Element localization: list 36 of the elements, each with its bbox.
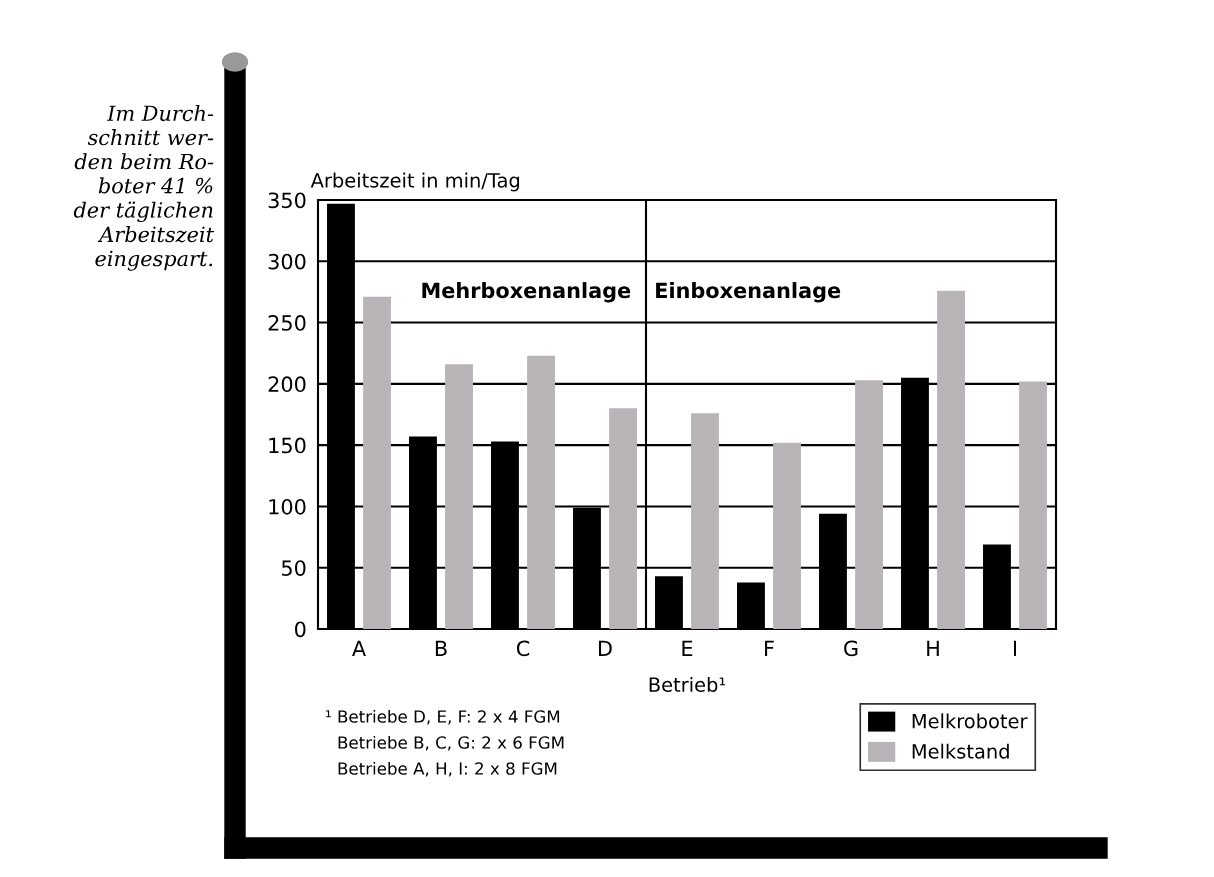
bar xyxy=(937,290,965,629)
y-tick-label: 200 xyxy=(268,376,306,393)
y-tick-label: 350 xyxy=(268,192,306,209)
x-tick-label: I xyxy=(1013,640,1017,656)
bar xyxy=(773,442,801,629)
bar xyxy=(363,296,391,629)
x-tick-label: G xyxy=(844,640,858,657)
x-tick-label: E xyxy=(682,640,693,656)
y-tick-label: 250 xyxy=(268,315,306,331)
bar xyxy=(609,408,637,629)
x-tick-label: B xyxy=(435,640,447,656)
bar xyxy=(1019,381,1047,629)
x-tick-label: D xyxy=(599,640,612,656)
annotation: Einboxenanlage xyxy=(656,282,841,303)
x-axis-title: Betrieb¹ xyxy=(649,676,726,692)
y-tick-label: 100 xyxy=(269,498,306,515)
bar xyxy=(445,364,473,629)
x-tick-label: C xyxy=(516,640,530,657)
x-tick-label: A xyxy=(352,640,366,656)
text: Betriebe B, C, G: 2 x 6 FGM xyxy=(338,735,564,751)
y-tick-label: 300 xyxy=(268,253,306,270)
y-tick-label: 0 xyxy=(295,621,306,638)
legend-label: Melkstand xyxy=(912,743,1009,759)
y-tick-label: 150 xyxy=(269,437,306,454)
x-tick-label: H xyxy=(927,640,939,656)
text: Betriebe A, H, I: 2 x 8 FGM xyxy=(338,761,557,777)
bar xyxy=(527,355,555,629)
y-tick-label: 50 xyxy=(281,560,306,576)
text: ¹ Betriebe D, E, F: 2 x 4 FGM xyxy=(326,709,560,725)
legend-label: Melkroboter xyxy=(912,713,1028,729)
bar xyxy=(691,413,719,629)
annotation: Mehrboxenanlage xyxy=(422,282,631,303)
text: Im Durch- schnitt wer- den beim Ro- boter 41 % der täglichen Arbeitszeit eingespart. xyxy=(73,105,215,271)
y-axis-title: Arbeitszeit in min/Tag xyxy=(310,172,520,192)
x-tick-label: F xyxy=(765,640,774,656)
bar xyxy=(855,380,883,629)
